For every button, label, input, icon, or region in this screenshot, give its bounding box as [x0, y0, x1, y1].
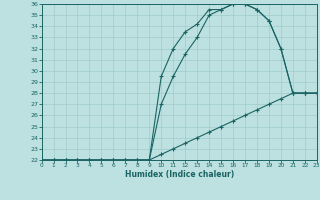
X-axis label: Humidex (Indice chaleur): Humidex (Indice chaleur) [124, 170, 234, 179]
